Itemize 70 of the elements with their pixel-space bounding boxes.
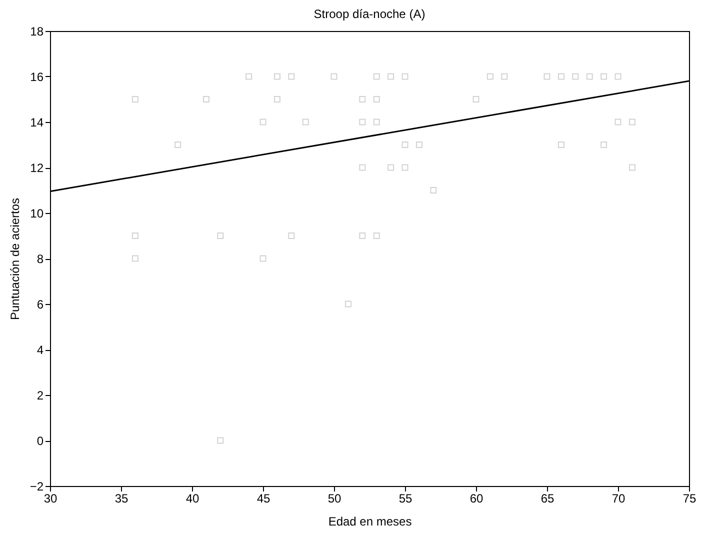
point — [246, 73, 252, 80]
point — [402, 73, 408, 80]
point — [614, 118, 622, 126]
x-tick-label: 75 — [682, 492, 696, 506]
point — [501, 73, 508, 80]
point — [217, 437, 224, 444]
point — [486, 73, 494, 80]
x-tick-label: 30 — [44, 492, 58, 506]
point — [359, 232, 366, 239]
point — [288, 232, 295, 239]
x-tick-label: 40 — [186, 492, 200, 506]
point — [373, 118, 380, 126]
x-axis-title: Edad en meses — [328, 514, 412, 528]
y-tick-label: 0 — [36, 434, 44, 448]
point — [558, 73, 564, 80]
x-tick-label: 65 — [540, 492, 554, 506]
x-tick-label: 60 — [470, 492, 484, 506]
y-tick-label: 8 — [36, 252, 44, 266]
point — [359, 96, 366, 102]
point — [202, 96, 210, 102]
point — [388, 73, 394, 80]
y-tick-label: 12 — [30, 161, 44, 175]
point — [217, 232, 224, 239]
point — [359, 118, 366, 126]
point — [373, 73, 380, 80]
point — [614, 73, 622, 80]
point — [600, 142, 608, 148]
x-tick-label: 70 — [612, 492, 626, 506]
point — [373, 232, 380, 239]
point — [628, 164, 636, 171]
point — [274, 73, 280, 80]
y-tick-label: 16 — [30, 70, 44, 84]
point — [373, 96, 380, 102]
x-tick-label: 35 — [114, 492, 128, 506]
point — [416, 142, 422, 148]
y-tick-label: 18 — [30, 24, 44, 38]
point — [174, 142, 182, 148]
y-tick-label: 14 — [30, 116, 44, 130]
point — [586, 73, 593, 80]
chart-title: Stroop día-noche (A) — [314, 7, 426, 21]
point — [330, 73, 338, 80]
point — [260, 255, 266, 262]
point — [472, 96, 480, 102]
point — [558, 142, 564, 148]
point — [260, 118, 266, 126]
y-tick-label: 6 — [36, 298, 44, 312]
point — [544, 73, 550, 80]
y-axis-title: Puntuación de aciertos — [8, 198, 22, 320]
point — [359, 164, 366, 171]
point — [600, 73, 608, 80]
point — [628, 118, 636, 126]
point — [344, 300, 352, 308]
point — [274, 96, 280, 102]
point — [430, 187, 437, 194]
point — [388, 164, 394, 171]
point — [402, 164, 408, 171]
y-tick-label: 10 — [30, 206, 44, 220]
point — [288, 73, 295, 80]
x-tick-label: 55 — [398, 492, 412, 506]
point — [132, 96, 138, 102]
point — [302, 118, 309, 126]
y-tick-label: 4 — [36, 343, 44, 357]
x-tick-label: 50 — [328, 492, 342, 506]
y-tick-label: 2 — [36, 388, 44, 402]
point — [132, 232, 138, 239]
point — [402, 142, 408, 148]
point — [132, 255, 138, 262]
x-tick-label: 45 — [256, 492, 270, 506]
y-tick-label: −2 — [30, 480, 44, 494]
point — [572, 73, 579, 80]
